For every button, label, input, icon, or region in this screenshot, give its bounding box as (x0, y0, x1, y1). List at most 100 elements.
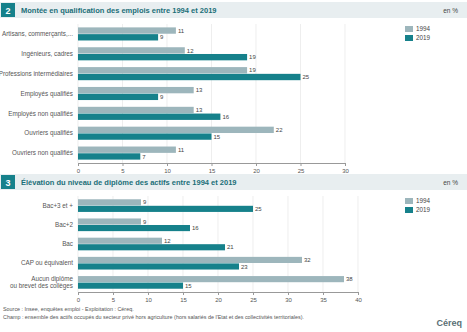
tick-label: 5 (121, 168, 125, 174)
data-label: 16 (192, 225, 199, 231)
data-label: 9 (143, 199, 147, 205)
bar (78, 238, 162, 244)
legend: 1994 2019 (405, 197, 431, 213)
tick: 15 (180, 292, 187, 303)
bar (78, 283, 183, 289)
category-labels: Artisans, commerçants,... Ingénieurs, cad… (0, 30, 73, 157)
chart-title: Montée en qualification des emplois entr… (21, 6, 216, 15)
category-label-line: Bac (62, 240, 73, 247)
bar (78, 107, 194, 113)
data-label: 9 (143, 219, 147, 225)
tick-mark (123, 163, 124, 166)
category-label: Bac+2 (55, 221, 74, 228)
category-label: Employés qualifiés (21, 90, 74, 98)
data-label: 25 (303, 74, 310, 80)
grid-line (211, 24, 212, 163)
header-band (0, 2, 467, 18)
legend-label: 2019 (416, 34, 431, 41)
data-label: 13 (196, 107, 203, 113)
tick: 40 (355, 292, 362, 303)
bar (78, 133, 212, 139)
data-label: 15 (214, 134, 221, 140)
category-label-line: Bac+2 (55, 221, 74, 228)
data-label: 38 (346, 276, 353, 282)
unit-label: en % (443, 7, 458, 14)
bar (78, 147, 176, 153)
chart-title: Élévation du niveau de diplôme des actif… (21, 178, 237, 187)
axis-line (79, 293, 359, 296)
grid-line (167, 24, 168, 163)
x-axis: 0510152025303540 (77, 292, 363, 303)
legend-label: 1994 (416, 197, 431, 204)
tick: 20 (215, 292, 222, 303)
tick-label: 5 (112, 297, 116, 303)
category-label: Ingénieurs, cadres (21, 50, 73, 58)
tick-label: 40 (355, 297, 362, 303)
category-label: Professions intermédiaires (0, 70, 73, 77)
category-label-line: Artisans, commerçants,... (2, 30, 73, 38)
data-labels: 9 9 12 32 38 25 16 21 23 15 (143, 199, 353, 288)
grid (78, 24, 345, 163)
tick: 30 (285, 292, 292, 303)
tick-label: 10 (145, 297, 152, 303)
data-label: 12 (187, 48, 194, 54)
data-label: 23 (241, 264, 248, 270)
data-label: 9 (160, 94, 164, 100)
tick: 0 (77, 292, 81, 303)
number-box (1, 175, 15, 189)
bar (78, 199, 141, 205)
tick-mark (78, 163, 79, 166)
bar (78, 244, 225, 250)
category-label-line: Ingénieurs, cadres (21, 50, 73, 58)
tick-label: 25 (298, 168, 305, 174)
category-label: Employés non qualifiés (8, 110, 73, 118)
category-labels: Bac+3 et +Bac+2BacCAP ou équivalentAucun… (10, 202, 74, 290)
data-label: 22 (276, 127, 283, 133)
chart-number: 2 (5, 6, 10, 16)
tick: 10 (164, 163, 171, 174)
figure: 2 Montée en qualification des emplois ent… (0, 0, 467, 332)
category-label: Bac (62, 240, 73, 247)
tick-label: 20 (253, 168, 260, 174)
tick-label: 0 (77, 168, 81, 174)
bar (78, 153, 140, 159)
tick: 35 (320, 292, 327, 303)
data-label: 21 (227, 244, 234, 250)
legend-swatch (405, 207, 413, 213)
legend-swatch (405, 26, 413, 32)
data-label: 25 (255, 206, 262, 212)
bar (78, 218, 141, 224)
legend: 19942019 (405, 25, 431, 41)
tick-label: 35 (320, 297, 327, 303)
data-label: 16 (222, 114, 229, 120)
data-label: 32 (304, 257, 311, 263)
bar (78, 263, 239, 269)
grid-line (358, 196, 359, 292)
bar (78, 127, 274, 133)
data-label: 19 (249, 67, 256, 73)
tick: 15 (209, 163, 216, 174)
chart-number: 3 (5, 178, 10, 188)
grid-line (122, 24, 123, 163)
tick-mark (345, 163, 346, 166)
tick-mark (323, 292, 324, 295)
unit-label: en % (443, 179, 458, 186)
tick-mark (78, 292, 79, 295)
data-label: 12 (164, 238, 171, 244)
bar (78, 87, 194, 93)
header-band (0, 174, 467, 190)
data-labels: 1112191313221191925916157 (142, 28, 310, 160)
data-label: 9 (160, 34, 164, 40)
legend-swatch (405, 198, 413, 204)
tick: 20 (253, 163, 260, 174)
tick-label: 30 (285, 297, 292, 303)
legend-label: 2019 (416, 206, 431, 213)
data-label: 7 (142, 154, 146, 160)
grid (78, 196, 358, 292)
data-label: 15 (185, 283, 192, 289)
tick-mark (288, 292, 289, 295)
tick-mark (218, 292, 219, 295)
category-label: Bac+3 et + (43, 202, 74, 209)
category-label-line: Professions intermédiaires (0, 70, 73, 77)
category-label: Ouvriers non qualifiés (12, 149, 73, 157)
